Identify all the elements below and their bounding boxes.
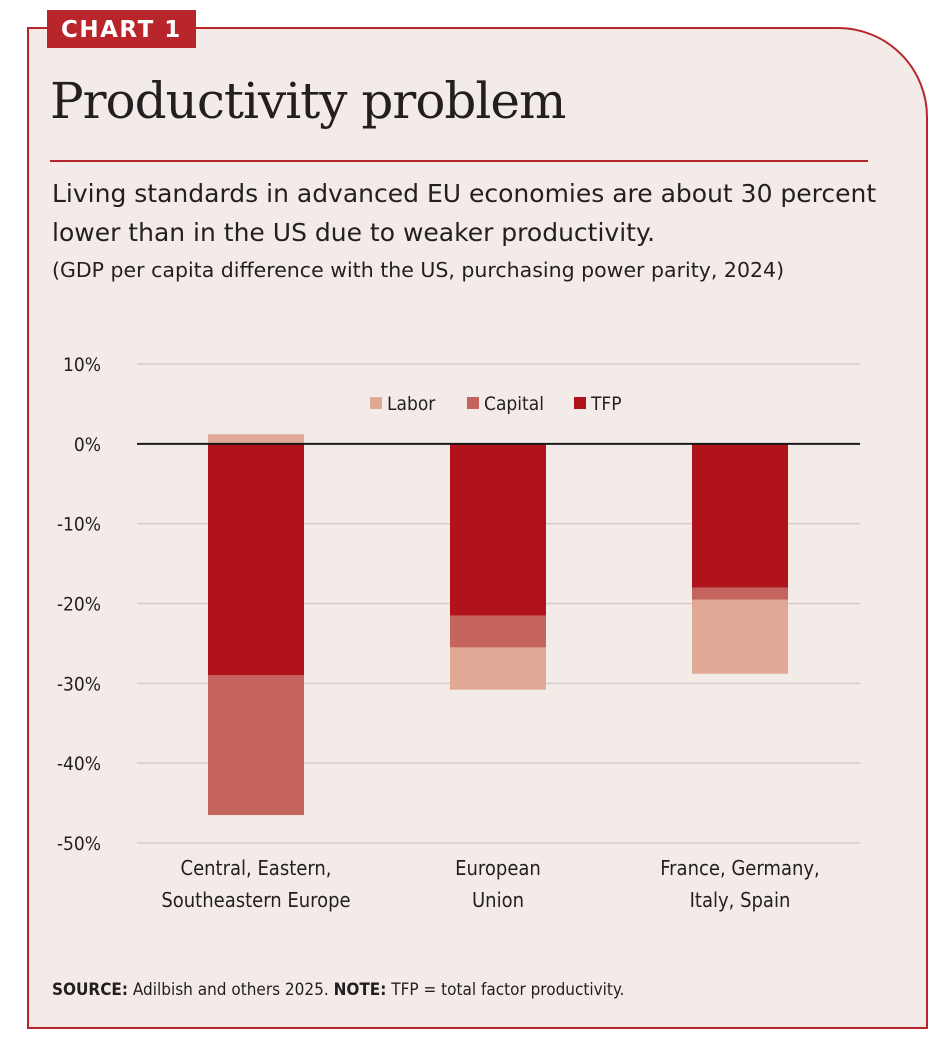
legend-label-tfp: TFP bbox=[590, 393, 622, 415]
bar-capital bbox=[692, 587, 788, 600]
note-label: NOTE: bbox=[333, 980, 387, 1000]
bar-labor bbox=[692, 599, 788, 674]
bar-capital bbox=[208, 675, 304, 816]
x-tick-label: European bbox=[455, 856, 541, 880]
x-tick-label: Southeastern Europe bbox=[161, 888, 350, 912]
y-tick-label: -20% bbox=[57, 594, 101, 616]
chart-title: Productivity problem bbox=[50, 72, 566, 130]
bar-tfp bbox=[208, 443, 304, 676]
title-divider bbox=[50, 160, 868, 162]
chart-badge: CHART 1 bbox=[47, 10, 196, 48]
bar-labor bbox=[450, 647, 546, 690]
note-text: TFP = total factor productivity. bbox=[391, 980, 625, 1000]
y-tick-label: -40% bbox=[57, 753, 101, 775]
chart-subtitle: Living standards in advanced EU economie… bbox=[52, 179, 877, 247]
legend-label-capital: Capital bbox=[484, 393, 544, 415]
chart-footer: SOURCE: Adilbish and others 2025. NOTE: … bbox=[52, 980, 624, 1000]
x-tick-label: Central, Eastern, bbox=[181, 856, 332, 880]
x-tick-label: France, Germany, bbox=[660, 856, 820, 880]
y-tick-label: -50% bbox=[57, 833, 101, 855]
bar-tfp bbox=[692, 443, 788, 588]
y-tick-label: 10% bbox=[63, 354, 101, 376]
legend-swatch-capital bbox=[467, 397, 479, 409]
x-tick-label: Italy, Spain bbox=[690, 888, 791, 912]
bar-labor bbox=[208, 434, 304, 444]
y-tick-label: -10% bbox=[57, 514, 101, 536]
legend-swatch-labor bbox=[370, 397, 382, 409]
bar-tfp bbox=[450, 443, 546, 616]
source-text: Adilbish and others 2025. bbox=[132, 980, 329, 1000]
y-tick-label: -30% bbox=[57, 673, 101, 695]
x-tick-label: Union bbox=[472, 888, 524, 912]
bar-capital bbox=[450, 615, 546, 648]
legend-label-labor: Labor bbox=[387, 393, 436, 415]
chart-caption: (GDP per capita difference with the US, … bbox=[52, 258, 785, 282]
legend-swatch-tfp bbox=[574, 397, 586, 409]
y-tick-label: 0% bbox=[74, 434, 101, 456]
source-label: SOURCE: bbox=[52, 980, 129, 1000]
